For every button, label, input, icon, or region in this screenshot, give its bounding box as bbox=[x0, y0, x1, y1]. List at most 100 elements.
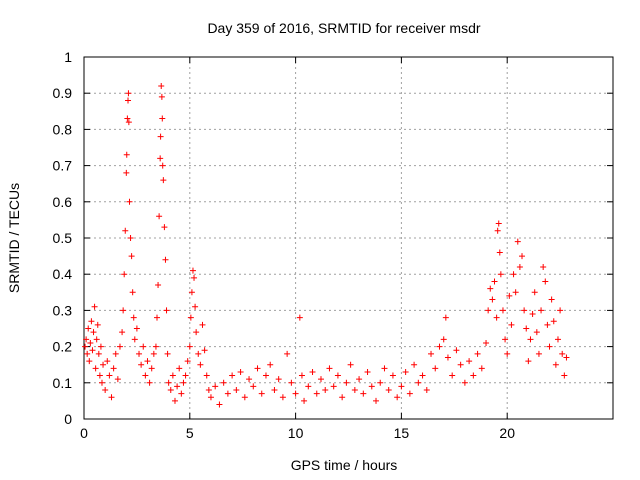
data-point bbox=[92, 365, 99, 372]
data-point bbox=[442, 314, 449, 321]
data-point bbox=[195, 350, 202, 357]
data-point bbox=[381, 365, 388, 372]
data-point bbox=[258, 390, 265, 397]
data-point bbox=[298, 372, 305, 379]
data-point bbox=[104, 358, 111, 365]
data-point bbox=[193, 329, 200, 336]
y-tick-label: 0.5 bbox=[53, 230, 73, 246]
data-point bbox=[140, 343, 147, 350]
data-point bbox=[296, 314, 303, 321]
chart-title: Day 359 of 2016, SRMTID for receiver msd… bbox=[207, 20, 480, 36]
data-point bbox=[275, 376, 282, 383]
data-point bbox=[356, 376, 363, 383]
data-point bbox=[368, 383, 375, 390]
data-point bbox=[191, 274, 198, 281]
data-point bbox=[557, 307, 564, 314]
data-point bbox=[95, 350, 102, 357]
data-point bbox=[108, 394, 115, 401]
data-point bbox=[158, 93, 165, 100]
data-point bbox=[317, 376, 324, 383]
data-point bbox=[550, 318, 557, 325]
data-point bbox=[128, 253, 135, 260]
data-point bbox=[531, 289, 538, 296]
data-point bbox=[156, 213, 163, 220]
data-point bbox=[114, 376, 121, 383]
data-point bbox=[130, 314, 137, 321]
y-tick-label: 0.9 bbox=[53, 85, 73, 101]
data-point bbox=[180, 379, 187, 386]
data-point bbox=[506, 292, 513, 299]
data-point bbox=[552, 361, 559, 368]
data-point bbox=[326, 365, 333, 372]
data-point bbox=[160, 177, 167, 184]
data-point bbox=[516, 263, 523, 270]
data-point bbox=[138, 361, 145, 368]
data-point bbox=[148, 365, 155, 372]
data-point bbox=[496, 249, 503, 256]
data-point bbox=[510, 271, 517, 278]
data-point bbox=[136, 350, 143, 357]
data-point bbox=[428, 350, 435, 357]
y-tick-label: 0.6 bbox=[53, 194, 73, 210]
x-tick-label: 10 bbox=[288, 425, 304, 441]
data-point bbox=[120, 307, 127, 314]
data-point bbox=[164, 350, 171, 357]
data-point bbox=[449, 372, 456, 379]
data-point bbox=[216, 401, 223, 408]
data-point bbox=[494, 227, 501, 234]
y-tick-label: 0.3 bbox=[53, 302, 73, 318]
data-point bbox=[351, 387, 358, 394]
data-point bbox=[88, 318, 95, 325]
data-point bbox=[561, 372, 568, 379]
data-point bbox=[174, 383, 181, 390]
y-axis-label: SRMTID / TECUs bbox=[6, 183, 22, 293]
data-point bbox=[461, 379, 468, 386]
data-point bbox=[106, 372, 113, 379]
data-point bbox=[167, 387, 174, 394]
data-point bbox=[493, 314, 500, 321]
data-point bbox=[110, 365, 117, 372]
data-point bbox=[529, 311, 536, 318]
data-point bbox=[178, 390, 185, 397]
data-point bbox=[199, 321, 206, 328]
data-point bbox=[150, 350, 157, 357]
data-point bbox=[542, 278, 549, 285]
data-point bbox=[527, 336, 534, 343]
y-tick-label: 0.1 bbox=[53, 375, 73, 391]
data-point bbox=[419, 372, 426, 379]
data-point bbox=[241, 394, 248, 401]
data-point bbox=[279, 394, 286, 401]
data-point bbox=[322, 387, 329, 394]
data-point bbox=[87, 339, 94, 346]
x-tick-label: 15 bbox=[394, 425, 410, 441]
data-point bbox=[523, 325, 530, 332]
data-point bbox=[197, 361, 204, 368]
data-point bbox=[102, 387, 109, 394]
data-point bbox=[205, 387, 212, 394]
data-point bbox=[444, 354, 451, 361]
data-point bbox=[125, 90, 132, 97]
data-point bbox=[559, 350, 566, 357]
data-point bbox=[288, 379, 295, 386]
data-point bbox=[112, 350, 119, 357]
data-point bbox=[163, 307, 170, 314]
data-point bbox=[415, 379, 422, 386]
data-point bbox=[466, 358, 473, 365]
data-point bbox=[152, 343, 159, 350]
data-point bbox=[423, 387, 430, 394]
data-point bbox=[126, 198, 133, 205]
data-point bbox=[186, 343, 193, 350]
data-point bbox=[250, 383, 257, 390]
data-point bbox=[93, 336, 100, 343]
data-point bbox=[483, 339, 490, 346]
data-point bbox=[284, 350, 291, 357]
data-point bbox=[457, 361, 464, 368]
data-point bbox=[157, 133, 164, 140]
data-point bbox=[538, 307, 545, 314]
data-point bbox=[398, 383, 405, 390]
data-point bbox=[98, 379, 105, 386]
data-point bbox=[158, 82, 165, 89]
data-point bbox=[478, 365, 485, 372]
data-point bbox=[237, 368, 244, 375]
data-point bbox=[187, 314, 194, 321]
